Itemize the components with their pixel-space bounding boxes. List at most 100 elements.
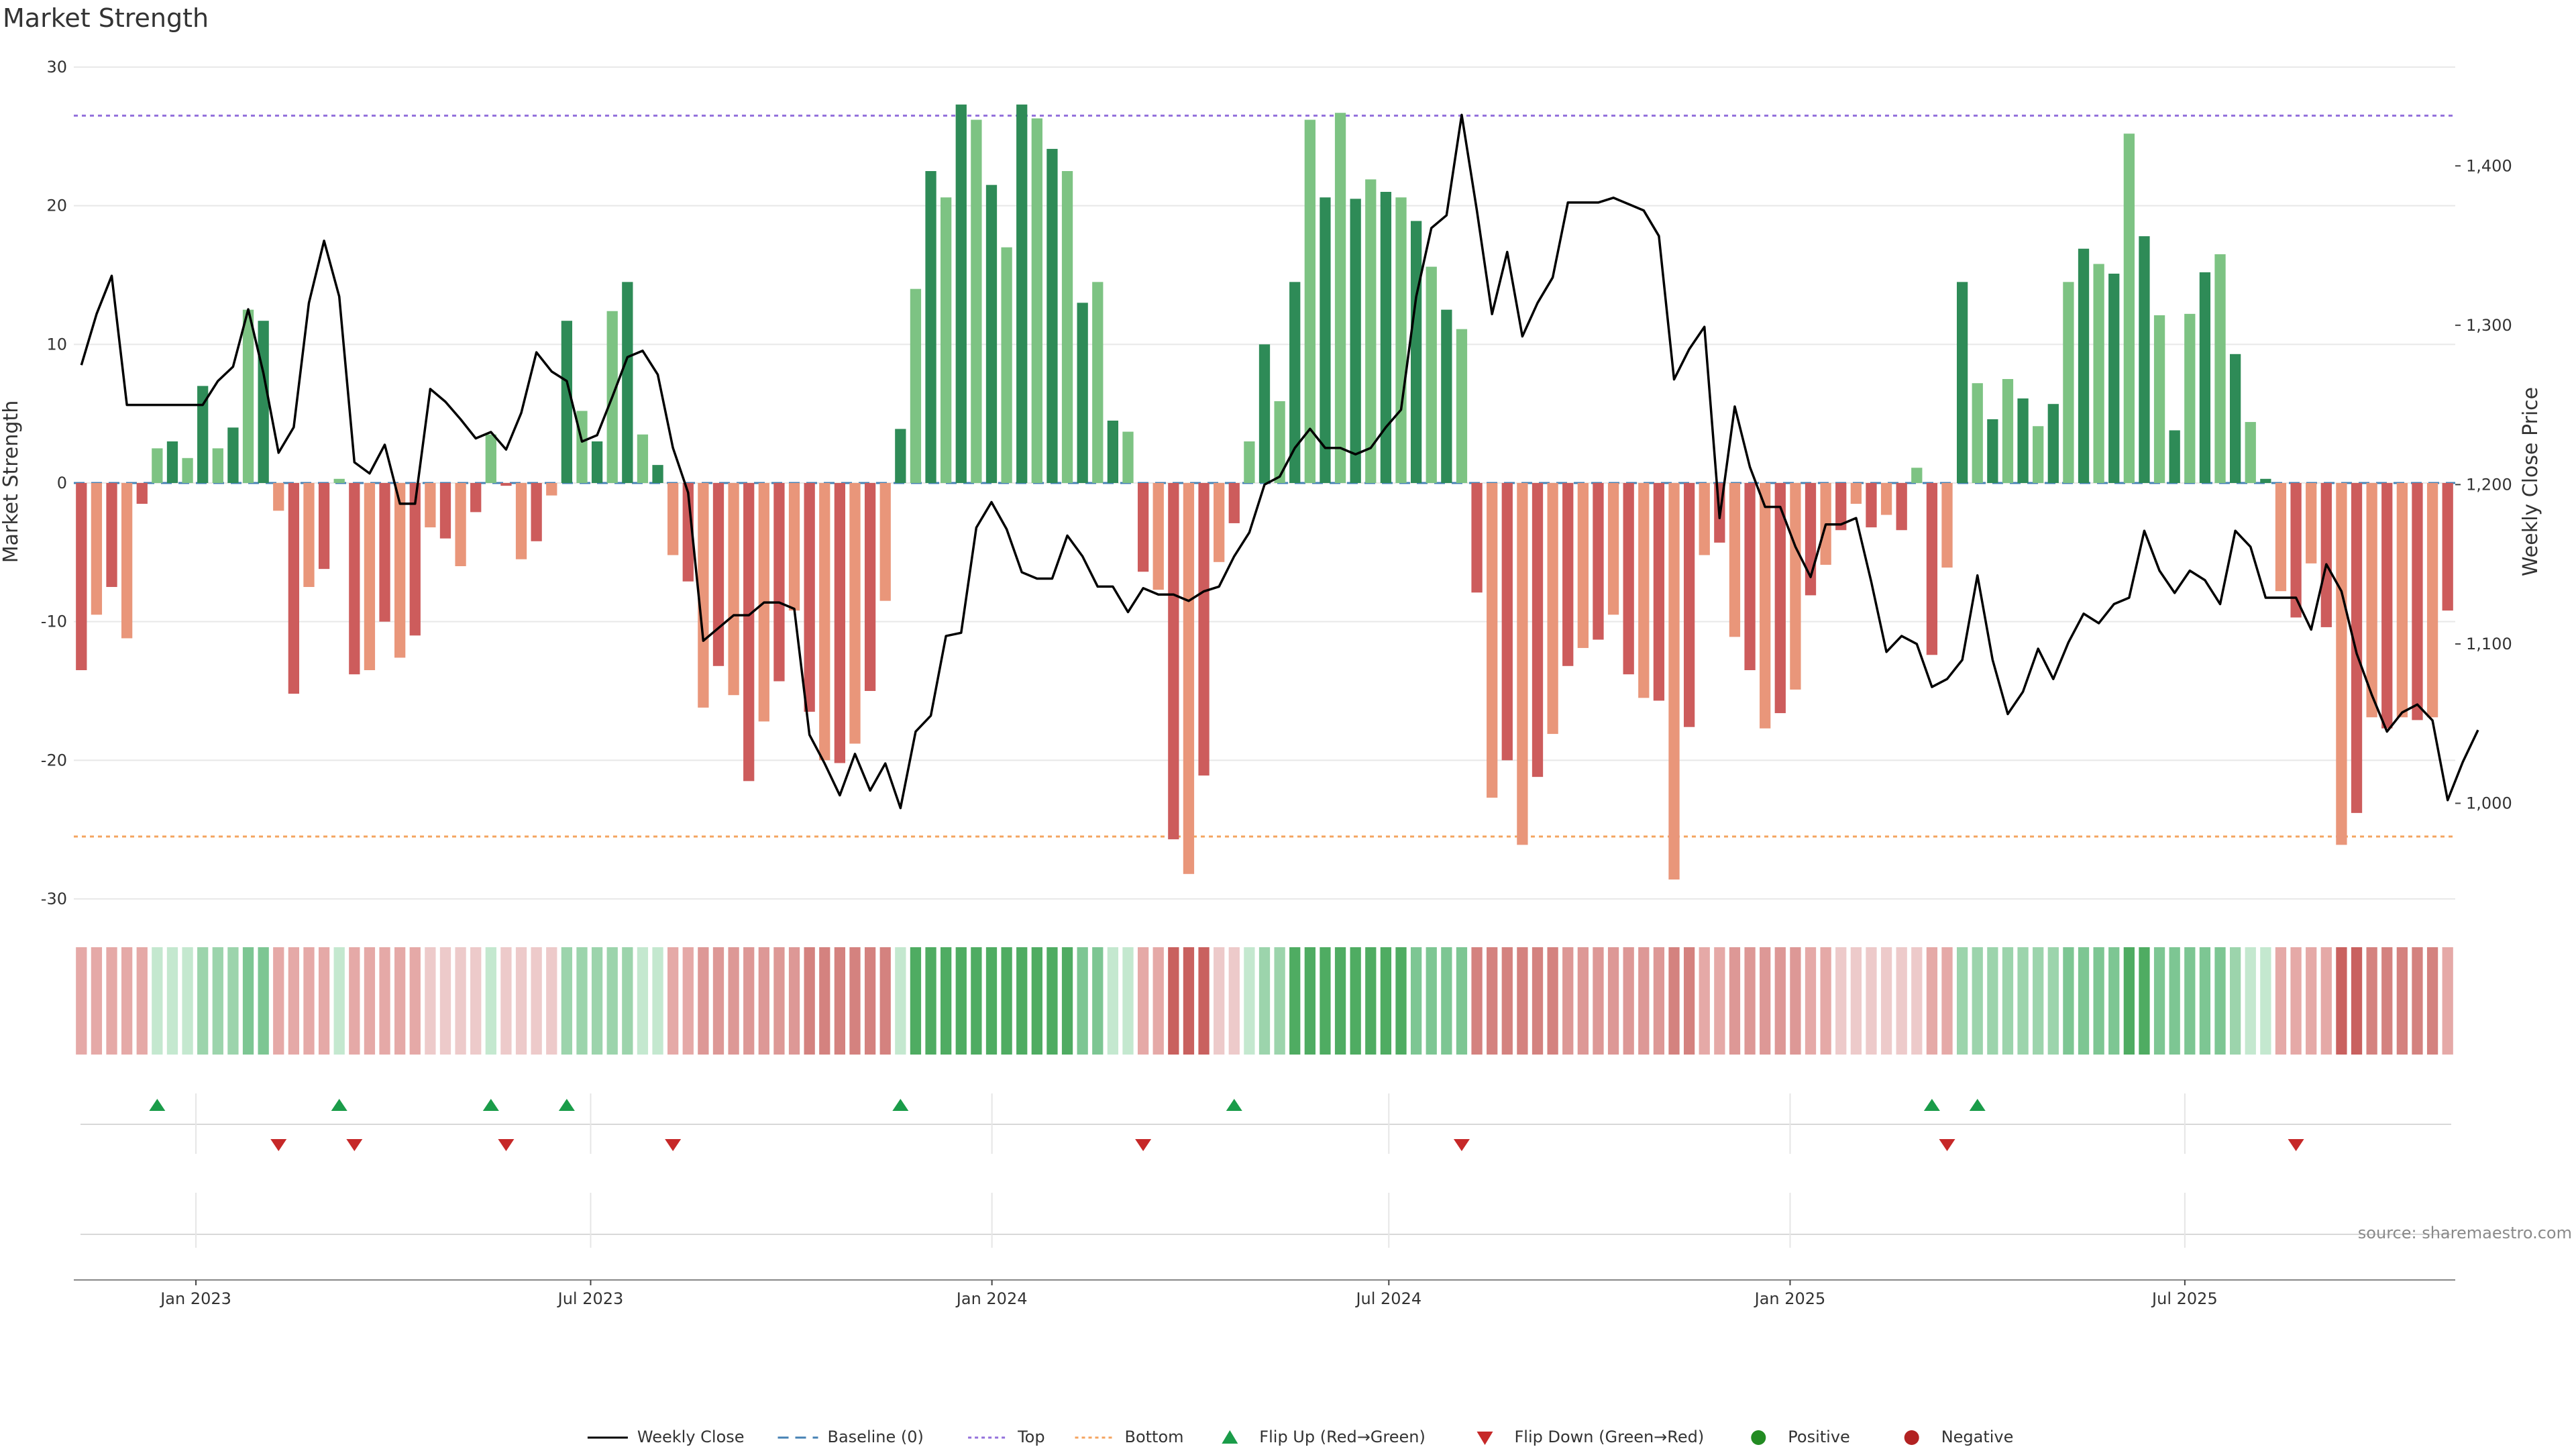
strength-bar [895,429,906,483]
strength-bar [2063,282,2074,483]
heatmap-cell [1274,947,1285,1055]
heatmap-cell [971,947,982,1055]
strength-bar [2366,483,2377,718]
heatmap-cell [667,947,679,1055]
heatmap-cell [394,947,406,1055]
heatmap-cell [1487,947,1498,1055]
heatmap-cell [1031,947,1042,1055]
heatmap-cell [258,947,269,1055]
heatmap-cell [2047,947,2059,1055]
heatmap-cell [1760,947,1771,1055]
x-tick-label: Jul 2024 [1354,1289,1421,1308]
heatmap-cell [1547,947,1558,1055]
strength-bar [1805,483,1817,596]
strength-bar [2381,483,2393,729]
strength-bar [1638,483,1650,698]
heatmap-cell [2275,947,2287,1055]
strength-bar [136,483,148,504]
strength-bar [1122,431,1134,483]
heatmap-cell [1168,947,1179,1055]
strength-bar [1077,303,1088,483]
x-axis: Jan 2023 Jul 2023 Jan 2024 Jul 2024 Jan 2025… [159,1093,2218,1308]
heatmap-cell [1683,947,1695,1055]
heatmap-cell [773,947,785,1055]
heatmap-cell [546,947,557,1055]
heatmap-cell [622,947,633,1055]
y-tick-label: -10 [41,612,67,631]
bottom-panel [74,1234,2455,1281]
strength-bar [1214,483,1225,562]
strength-bar [728,483,739,696]
flip-down-marker [665,1139,682,1151]
heatmap-cell [2078,947,2090,1055]
heatmap-cell [2381,947,2393,1055]
heatmap-cell [1880,947,1892,1055]
heatmap-cell [1152,947,1164,1055]
heatmap-cell [1137,947,1149,1055]
heatmap-cell [788,947,800,1055]
y-tick-label: 10 [46,335,67,354]
strength-bar [2260,478,2271,483]
strength-bar [1365,179,1377,483]
strength-bar [1016,104,1028,484]
strength-bar [2412,483,2423,720]
strength-bar [667,483,679,555]
heatmap-cell [1638,947,1650,1055]
heatmap-cell [2108,947,2120,1055]
heatmap-cell [425,947,436,1055]
strength-bar [106,483,117,587]
strength-bar [864,483,876,691]
strength-bar [2184,313,2196,483]
strength-bar [2078,248,2090,483]
heatmap-cell [1441,947,1452,1055]
flip-up-marker [1226,1099,1242,1111]
heatmap-cell [242,947,254,1055]
heatmap-cell [152,947,163,1055]
strength-bar [2306,483,2317,564]
strength-bar [1911,468,1923,483]
y-tick-label: -30 [41,890,67,908]
heatmap-cell [76,947,87,1055]
x-tick-label: Jul 2025 [2151,1289,2218,1308]
heatmap-cell [576,947,588,1055]
strength-bar [1304,119,1316,484]
heatmap-cell [2366,947,2377,1055]
strength-bar [2123,133,2135,483]
strength-bar [819,483,830,761]
legend-label: Positive [1788,1428,1850,1446]
strength-bar [1258,344,1271,483]
heatmap-cell [1426,947,1437,1055]
heatmap-cell [455,947,466,1055]
strength-bar [2199,272,2211,483]
strength-bar [622,282,633,483]
heatmap-cell [2199,947,2211,1055]
strength-bar [546,483,557,496]
strength-bar [1774,483,1786,714]
heatmap-cell [698,947,709,1055]
chart-title: Market Strength [3,3,209,33]
strength-bar [682,483,694,582]
heatmap-cell [606,947,618,1055]
strength-bar [1866,483,1877,528]
heatmap-cell [1046,947,1058,1055]
strength-bar [1107,421,1119,483]
heatmap-cell [2214,947,2226,1055]
strength-bar [2229,354,2241,483]
strength-bar [1760,483,1771,729]
heatmap-cell [941,947,952,1055]
flip-up-marker [331,1099,347,1111]
strength-bar [1441,309,1452,483]
heatmap-cell [1228,947,1240,1055]
heatmap-cell [2184,947,2196,1055]
legend-label: Bottom [1125,1428,1184,1446]
strength-bar [1274,401,1285,483]
heatmap-cell [2017,947,2029,1055]
heatmap-cell [2093,947,2104,1055]
heatmap-cell [2351,947,2363,1055]
heatmap-cell [2442,947,2453,1055]
strength-bar [1653,483,1665,701]
strength-bar [197,386,209,483]
heatmap-cell [2306,947,2317,1055]
legend-marker-positive [1751,1430,1766,1445]
heatmap-cell [288,947,300,1055]
